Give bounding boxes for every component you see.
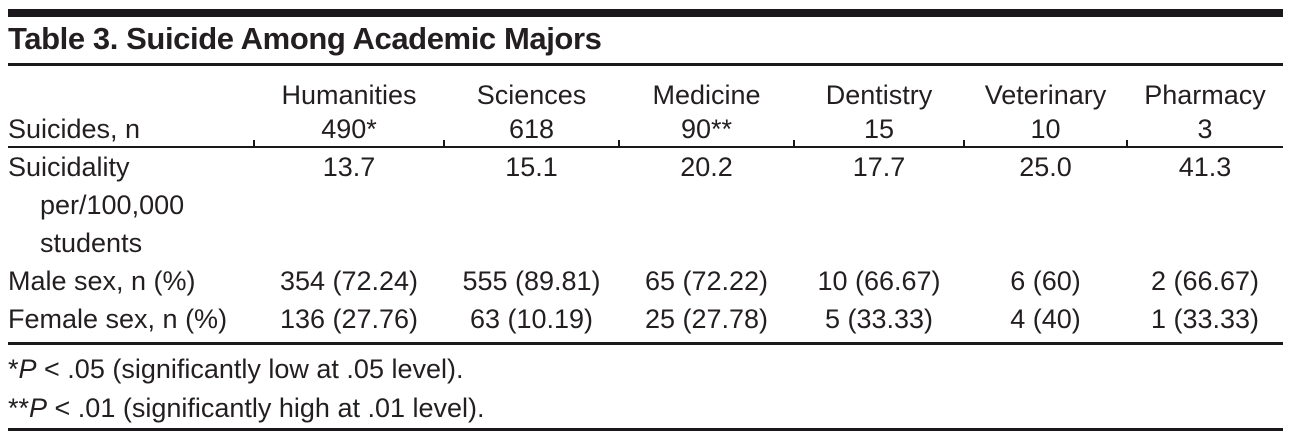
column-header-pharmacy: Pharmacy 3 (1127, 70, 1283, 148)
data-cell: 4 (40) (964, 300, 1127, 345)
table-row-female-sex: Female sex, n (%) 136 (27.76) 63 (10.19)… (8, 300, 1283, 345)
column-name: Veterinary (984, 80, 1107, 110)
title-rule (8, 63, 1283, 66)
column-suicides-count: 90** (680, 114, 733, 144)
stub-head-label: Suicides, n (8, 114, 141, 144)
column-suicides-count: 15 (863, 114, 895, 144)
column-divider-tick (443, 140, 445, 146)
data-cell: 25 (27.78) (619, 300, 794, 345)
footnote-marker: * (8, 354, 19, 384)
table-title: Table 3. Suicide Among Academic Majors (8, 21, 602, 56)
data-cell: 20.2 (680, 152, 733, 182)
suicide-majors-table: Suicides, n Humanities 490* Sciences 618… (8, 70, 1283, 345)
column-divider-tick (963, 140, 965, 146)
column-name: Dentistry (825, 80, 933, 110)
column-name: Humanities (281, 80, 417, 110)
data-cell: 25.0 (1019, 152, 1072, 182)
data-cell: 555 (89.81) (462, 266, 601, 296)
data-cell: 65 (72.22) (644, 266, 769, 296)
table-footnotes: *P < .05 (significantly low at .05 level… (8, 350, 485, 428)
p-value-symbol: P (29, 393, 48, 423)
column-header-veterinary: Veterinary 10 (964, 70, 1127, 148)
column-suicides-count: 490* (321, 114, 377, 144)
data-cell: 15.1 (505, 152, 558, 182)
table-row-male-sex: Male sex, n (%) 354 (72.24) 555 (89.81) … (8, 262, 1283, 300)
column-divider-tick (1126, 140, 1128, 146)
column-divider-tick (618, 140, 620, 146)
footnote-text: < .05 (significantly low at .05 level). (36, 354, 464, 384)
column-header-dentistry: Dentistry 15 (794, 70, 964, 148)
p-value-symbol: P (18, 354, 37, 384)
data-cell: 1 (33.33) (1127, 300, 1283, 345)
column-name: Pharmacy (1144, 80, 1266, 110)
data-cell: 136 (27.76) (254, 300, 444, 345)
column-suicides-count: 618 (508, 114, 555, 144)
data-cell: 13.7 (322, 152, 376, 182)
column-suicides-count: 3 (1197, 114, 1213, 144)
row-label-line: Suicidality (8, 152, 130, 182)
column-name: Medicine (652, 80, 761, 110)
column-header-sciences: Sciences 618 (444, 70, 619, 148)
column-suicides-count: 10 (1030, 114, 1061, 144)
data-cell: 17.7 (852, 152, 906, 182)
data-cell: 5 (33.33) (794, 300, 964, 345)
footnote-p05: *P < .05 (significantly low at .05 level… (8, 350, 485, 389)
footnote-p01: **P < .01 (significantly high at .01 lev… (8, 389, 485, 428)
row-label-line: students (40, 228, 143, 258)
column-name: Sciences (476, 80, 587, 110)
bottom-rule (8, 428, 1283, 431)
data-cell: 354 (72.24) (279, 266, 419, 296)
top-rule-bar (8, 9, 1283, 17)
data-cell: 63 (10.19) (444, 300, 619, 345)
row-label-line: per/100,000 (40, 190, 185, 220)
stub-head-suicides-n: Suicides, n (8, 70, 254, 148)
row-label-male-sex: Male sex, n (%) (8, 266, 196, 296)
header-row: Suicides, n Humanities 490* Sciences 618… (8, 70, 1283, 148)
data-cell: 2 (66.67) (1150, 266, 1260, 296)
row-label-suicidality: Suicidality per/100,000 students (8, 147, 254, 262)
footnote-text: < .01 (significantly high at .01 level). (47, 393, 485, 423)
data-cell: 41.3 (1178, 152, 1232, 182)
column-divider-tick (793, 140, 795, 146)
column-header-humanities: Humanities 490* (254, 70, 444, 148)
data-cell: 10 (66.67) (817, 266, 941, 296)
table-row-suicidality: Suicidality per/100,000 students 13.7 15… (8, 147, 1283, 262)
footnote-marker: ** (8, 393, 30, 423)
data-cell: 6 (60) (1010, 266, 1081, 296)
row-label-female-sex: Female sex, n (%) (8, 300, 254, 345)
column-divider-tick (253, 140, 255, 146)
column-header-medicine: Medicine 90** (619, 70, 794, 148)
